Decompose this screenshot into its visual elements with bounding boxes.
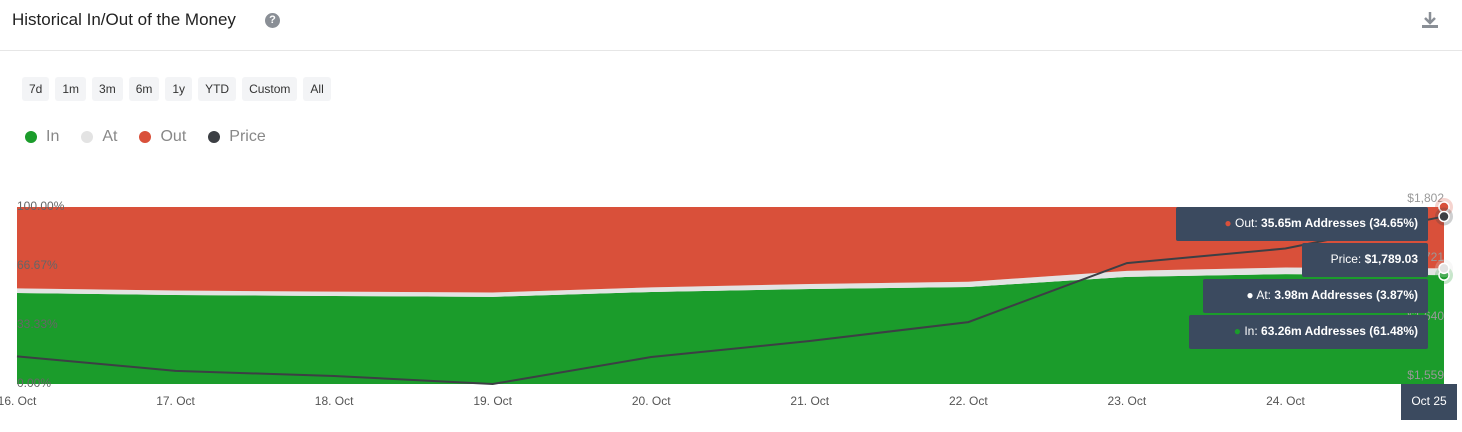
tooltip-box — [1189, 315, 1428, 349]
legend-item[interactable]: Out — [139, 128, 186, 146]
download-icon[interactable] — [1420, 10, 1440, 30]
legend-label: At — [102, 128, 118, 145]
range-button[interactable]: 1y — [165, 77, 193, 101]
x-tick-label: 23. Oct — [1108, 394, 1147, 408]
x-tick-label: 21. Oct — [790, 394, 829, 408]
y-tick-label: 33.33% — [17, 317, 58, 331]
x-tick-label: 24. Oct — [1266, 394, 1305, 408]
divider — [0, 50, 1462, 51]
tooltip-text: ● Out: 35.65m Addresses (34.65%) — [1224, 216, 1418, 230]
area — [17, 267, 1444, 297]
tooltip-text: ● In: 63.26m Addresses (61.48%) — [1234, 324, 1418, 338]
chart-title: Historical In/Out of the Money — [12, 10, 236, 29]
legend-item[interactable]: In — [25, 128, 59, 146]
hover-marker — [1438, 262, 1450, 275]
legend-label: Out — [160, 128, 187, 145]
y2-tick-label: $1,559 — [1407, 368, 1444, 382]
y-tick-label: 0.00% — [17, 376, 51, 390]
y-tick-label: 100.00% — [17, 199, 65, 213]
tooltip-box — [1302, 243, 1428, 277]
tooltip-bullet: ● — [1224, 216, 1235, 230]
legend-label: Price — [229, 128, 266, 145]
x-tick-label: 16. Oct — [0, 394, 37, 408]
price-line — [16, 215, 1445, 386]
x-tick-label: 17. Oct — [156, 394, 195, 408]
legend-item[interactable]: At — [81, 128, 117, 146]
x-tick-label: 20. Oct — [632, 394, 671, 408]
tooltip-label: At: — [1256, 288, 1271, 302]
x-tick-label: 19. Oct — [473, 394, 512, 408]
legend-marker — [208, 131, 221, 143]
tooltip-label: Price: — [1331, 252, 1362, 266]
tooltip-bullet: ● — [1234, 324, 1245, 338]
range-button[interactable]: Custom — [242, 77, 298, 101]
tooltip-box — [1176, 207, 1428, 241]
y2-tick-label: $1,802 — [1407, 191, 1444, 205]
legend-item[interactable]: Price — [208, 128, 266, 146]
range-button[interactable]: YTD — [198, 77, 237, 101]
hover-marker — [1438, 210, 1450, 223]
tooltip-label: Out: — [1235, 216, 1258, 230]
legend: In At Out Price — [25, 128, 266, 146]
x-crosshair-label: Oct 25 — [1411, 394, 1447, 408]
help-icon[interactable]: ? — [265, 13, 280, 28]
range-button[interactable]: 1m — [55, 77, 87, 101]
legend-marker — [81, 131, 94, 143]
range-button[interactable]: 3m — [92, 77, 123, 101]
x-crosshair-box — [1401, 384, 1457, 420]
tooltip-value: 35.65m Addresses (34.65%) — [1261, 216, 1418, 230]
area — [17, 207, 1444, 293]
range-button[interactable]: All — [303, 77, 331, 101]
area — [17, 274, 1444, 384]
legend-label: In — [46, 128, 60, 145]
range-button[interactable]: 7d — [22, 77, 50, 101]
tooltip-label: In: — [1244, 324, 1257, 338]
tooltip-box — [1203, 279, 1428, 313]
tooltip-value: 3.98m Addresses (3.87%) — [1274, 288, 1418, 302]
range-buttons: 7d 1m 3m 6m 1y YTD Custom All — [22, 77, 331, 101]
tooltip-value: $1,789.03 — [1365, 252, 1419, 266]
y-tick-label: 66.67% — [17, 258, 58, 272]
x-tick-label: 18. Oct — [315, 394, 354, 408]
legend-marker — [139, 131, 152, 143]
range-button[interactable]: 6m — [128, 77, 160, 101]
x-tick-label: 22. Oct — [949, 394, 988, 408]
tooltip-bullet: ● — [1246, 288, 1256, 302]
tooltip-text: Price: $1,789.03 — [1331, 252, 1419, 266]
legend-marker — [25, 131, 37, 143]
tooltip-value: 63.26m Addresses (61.48%) — [1261, 324, 1418, 338]
tooltip-text: ● At: 3.98m Addresses (3.87%) — [1246, 288, 1418, 302]
